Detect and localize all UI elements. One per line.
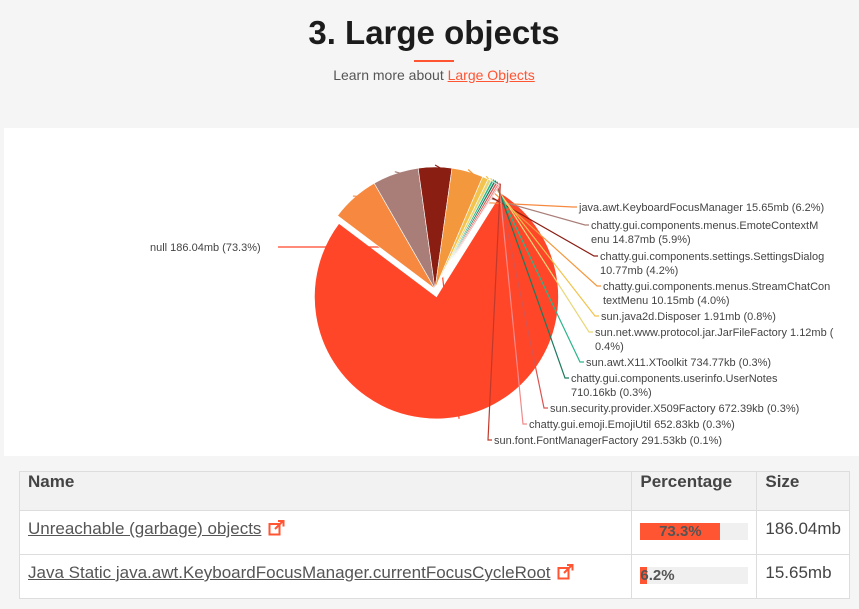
pie-chart: null 186.04mb (73.3%) java.awt.KeyboardFo… [150,164,834,447]
row-name-cell: Java Static java.awt.KeyboardFocusManage… [18,554,633,599]
section-title: 3. Large objects [308,14,560,51]
row-percentage-cell: 73.3% [631,510,758,555]
pie-slice-label: chatty.gui.components.menus.EmoteContext… [591,220,818,246]
row-name-link[interactable]: Unreachable (garbage) objects [28,519,262,538]
pie-leader-line [492,179,584,363]
title-underline [414,60,454,62]
pie-slice-label: sun.security.provider.X509Factory 672.39… [550,403,799,415]
large-objects-link[interactable]: Large Objects [447,67,535,83]
row-name-link[interactable]: Java Static java.awt.KeyboardFocusManage… [28,563,551,582]
pie-slice-label: chatty.gui.components.menus.StreamChatCo… [603,281,830,307]
column-header-percentage[interactable]: Percentage [631,471,758,511]
pie-leader-line [487,183,501,441]
row-percentage-cell: 6.2% [631,554,758,599]
percentage-bar-fill [640,523,720,540]
row-size-cell: 186.04mb [756,510,850,555]
pie-slice-label: chatty.gui.components.settings.SettingsD… [600,251,827,277]
table-row: Unreachable (garbage) objects 73.3% 186.… [18,510,850,555]
pie-leader-line [490,177,593,333]
row-name-cell: Unreachable (garbage) objects [18,510,633,555]
row-size-cell: 15.65mb [756,554,850,599]
pie-slice-label: sun.net.www.protocol.jar.JarFileFactory … [595,327,834,353]
external-link-icon[interactable] [557,564,574,580]
pie-leader-line [485,175,599,317]
pie-leader-line [498,182,527,425]
percentage-bar-label: 73.3% [659,523,702,540]
percentage-bar-fill [640,567,648,584]
pie-chart-panel: null 186.04mb (73.3%) java.awt.KeyboardFo… [4,128,859,456]
pie-leader-line [496,181,548,409]
pie-slice-label: chatty.gui.components.userinfo.UserNotes… [571,373,781,399]
pie-slice-label: sun.java2d.Disposer 1.91mb (0.8%) [601,311,776,323]
learn-more-prefix: Learn more about [333,67,448,83]
percentage-bar: 73.3% [640,523,749,540]
percentage-bar-label: 6.2% [640,567,675,584]
external-link-icon[interactable] [268,520,285,536]
pie-slice-label: null 186.04mb (73.3%) [150,242,261,254]
table-row: Java Static java.awt.KeyboardFocusManage… [18,554,850,599]
pie-slice-label: java.awt.KeyboardFocusManager 15.65mb (6… [578,202,824,214]
table-header-row: Name Percentage Size [18,471,850,511]
pie-slice-label: sun.font.FontManagerFactory 291.53kb (0.… [494,435,722,447]
pie-slice-label: sun.awt.X11.XToolkit 734.77kb (0.3%) [586,357,771,369]
learn-more-text: Learn more about Large Objects [0,67,859,83]
large-objects-table: Name Percentage Size Unreachable (garbag… [18,471,850,599]
column-header-name[interactable]: Name [18,471,633,511]
percentage-bar: 6.2% [640,567,749,584]
column-header-size[interactable]: Size [756,471,850,511]
pie-leader-line [494,180,569,379]
pie-slice-label: chatty.gui.emoji.EmojiUtil 652.83kb (0.3… [529,419,735,431]
